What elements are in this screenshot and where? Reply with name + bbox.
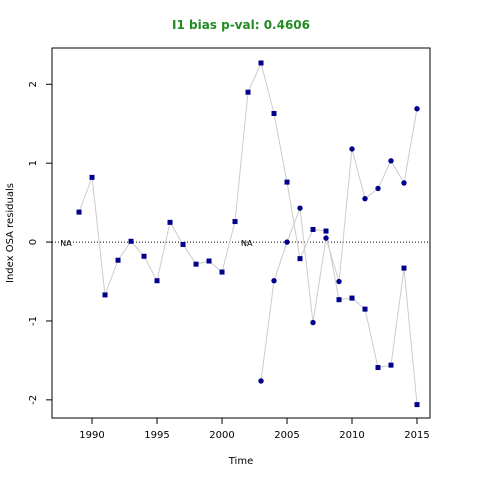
point [401, 180, 407, 186]
point [336, 297, 342, 303]
point [375, 365, 381, 371]
point [323, 228, 329, 234]
point [375, 185, 381, 192]
y-tick-label: -1 [28, 316, 39, 326]
plot-frame [51, 47, 431, 419]
point [141, 253, 147, 259]
point [388, 362, 394, 368]
point [180, 241, 186, 247]
point [362, 195, 368, 202]
point [258, 378, 264, 384]
x-tick-label: 2000 [209, 430, 234, 441]
point [258, 60, 264, 66]
x-tick-label: 2015 [404, 430, 429, 441]
y-tick-label: -2 [28, 395, 39, 405]
point [284, 179, 290, 185]
series-line [78, 61, 418, 405]
point [154, 278, 160, 284]
point [310, 226, 316, 232]
x-axis-label: Time [228, 456, 253, 467]
point [362, 306, 368, 312]
chart-title: I1 bias p-val: 0.4606 [172, 18, 310, 32]
point [349, 146, 355, 152]
point [89, 174, 95, 180]
point [401, 265, 407, 271]
point [297, 256, 303, 262]
point [271, 278, 277, 284]
point [232, 219, 238, 225]
point [167, 219, 173, 225]
point [323, 235, 329, 241]
point [219, 269, 225, 275]
point [245, 89, 251, 95]
y-tick-label: 2 [28, 81, 39, 87]
point [115, 257, 121, 263]
x-tick-label: 1995 [144, 430, 169, 441]
point [310, 319, 316, 326]
point [284, 239, 290, 245]
x-tick-label: 1990 [79, 430, 104, 441]
point [336, 278, 342, 285]
point [102, 292, 108, 298]
series-line [260, 108, 418, 381]
y-tick-label: 1 [28, 160, 39, 166]
point [297, 205, 303, 211]
y-tick-label: 0 [28, 239, 39, 245]
point [349, 295, 355, 301]
na-label: NA [241, 239, 253, 248]
point [128, 238, 134, 244]
point [76, 209, 82, 215]
point [388, 158, 394, 164]
na-label: NA [60, 239, 72, 248]
point [414, 106, 420, 112]
point [271, 110, 277, 116]
point [414, 402, 420, 408]
x-tick-label: 2010 [339, 430, 364, 441]
x-tick-label: 2005 [274, 430, 299, 441]
y-axis-label: Index OSA residuals [5, 183, 16, 283]
point [193, 261, 199, 267]
point [206, 258, 212, 264]
